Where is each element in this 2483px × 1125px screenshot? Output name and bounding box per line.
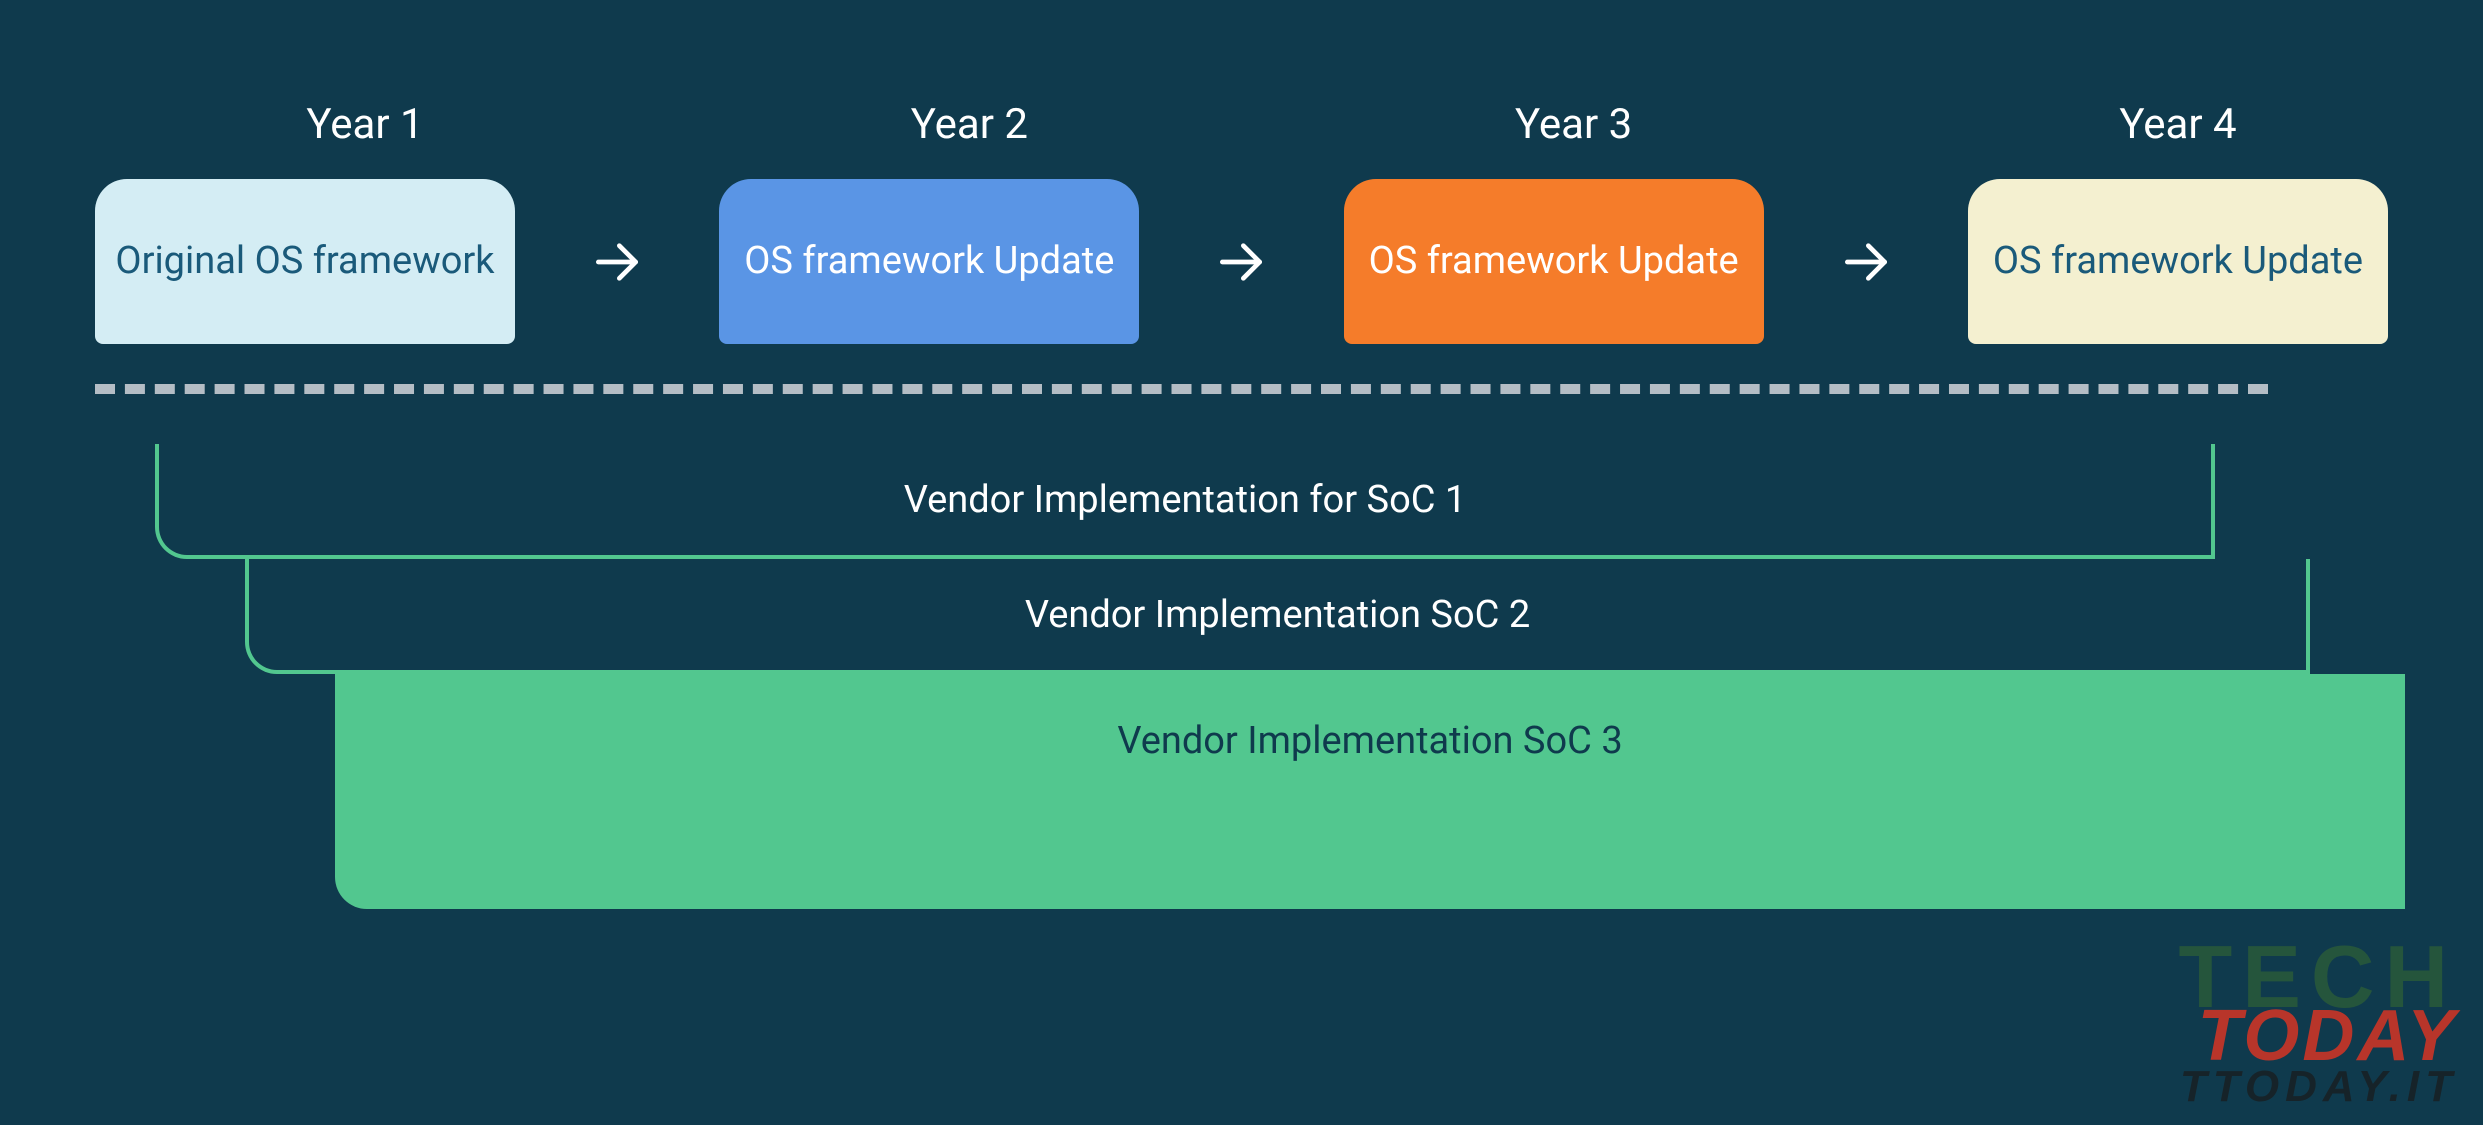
- framework-box-update-3: OS framework Update: [1968, 179, 2388, 344]
- framework-row: Original OS framework OS framework Updat…: [95, 179, 2388, 344]
- framework-box-update-1: OS framework Update: [719, 179, 1139, 344]
- framework-box-update-2: OS framework Update: [1344, 179, 1764, 344]
- watermark: TECH TODAY TTODAY.IT: [2178, 940, 2458, 1105]
- framework-box-original: Original OS framework: [95, 179, 515, 344]
- year-label-1: Year 1: [155, 100, 575, 149]
- year-label-3: Year 3: [1364, 100, 1784, 149]
- divider-line: [95, 384, 2268, 394]
- vendor-box-soc1: Vendor Implementation for SoC 1: [155, 444, 2215, 559]
- vendor-box-soc3: Vendor Implementation SoC 3: [335, 674, 2405, 909]
- arrow-icon: [1831, 234, 1901, 290]
- year-labels-row: Year 1 Year 2 Year 3 Year 4: [95, 100, 2388, 149]
- arrow-icon: [582, 234, 652, 290]
- watermark-line1: TECH: [2178, 927, 2458, 1026]
- arrow-icon: [1206, 234, 1276, 290]
- year-label-2: Year 2: [759, 100, 1179, 149]
- vendor-box-soc2: Vendor Implementation SoC 2: [245, 559, 2310, 674]
- year-label-4: Year 4: [1968, 100, 2388, 149]
- diagram-container: Year 1 Year 2 Year 3 Year 4 Original OS …: [0, 0, 2483, 1125]
- watermark-line3: TTODAY.IT: [2178, 1068, 2458, 1105]
